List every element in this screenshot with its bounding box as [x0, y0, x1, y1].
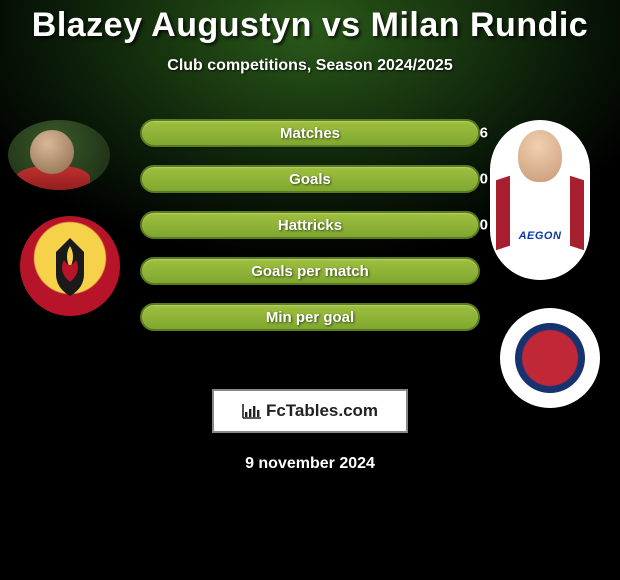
- stat-label: Min per goal: [266, 309, 354, 326]
- date-text: 9 november 2024: [245, 455, 375, 473]
- stat-right-value: 0: [480, 217, 488, 234]
- club-left-badge: [20, 216, 120, 316]
- club-right-badge: [500, 308, 600, 408]
- player-right-avatar: AEGON: [490, 120, 590, 280]
- stat-label: Goals per match: [251, 263, 369, 280]
- stat-label: Hattricks: [278, 217, 342, 234]
- shield-icon: [20, 216, 120, 316]
- stat-row-hattricks: Hattricks 0: [140, 211, 480, 239]
- club-right-badge-inner: [515, 323, 585, 393]
- stat-row-goals: Goals 0: [140, 165, 480, 193]
- stat-right-value: 6: [480, 125, 488, 142]
- page-title: Blazey Augustyn vs Milan Rundic: [32, 6, 588, 45]
- stats-list: Matches 6 Goals 0 Hattricks 0 Goals per …: [140, 119, 480, 331]
- bar-chart-icon: [242, 403, 262, 419]
- subtitle: Club competitions, Season 2024/2025: [167, 57, 452, 75]
- stat-row-matches: Matches 6: [140, 119, 480, 147]
- player-head: [518, 130, 562, 182]
- player-left-avatar: [8, 120, 110, 190]
- jersey-sponsor-text: AEGON: [490, 230, 590, 242]
- stat-row-goals-per-match: Goals per match: [140, 257, 480, 285]
- stat-label: Matches: [280, 125, 340, 142]
- stat-row-min-per-goal: Min per goal: [140, 303, 480, 331]
- brand-text: FcTables.com: [266, 401, 378, 421]
- stat-right-value: 0: [480, 171, 488, 188]
- brand-badge: FcTables.com: [212, 389, 408, 433]
- stat-label: Goals: [289, 171, 331, 188]
